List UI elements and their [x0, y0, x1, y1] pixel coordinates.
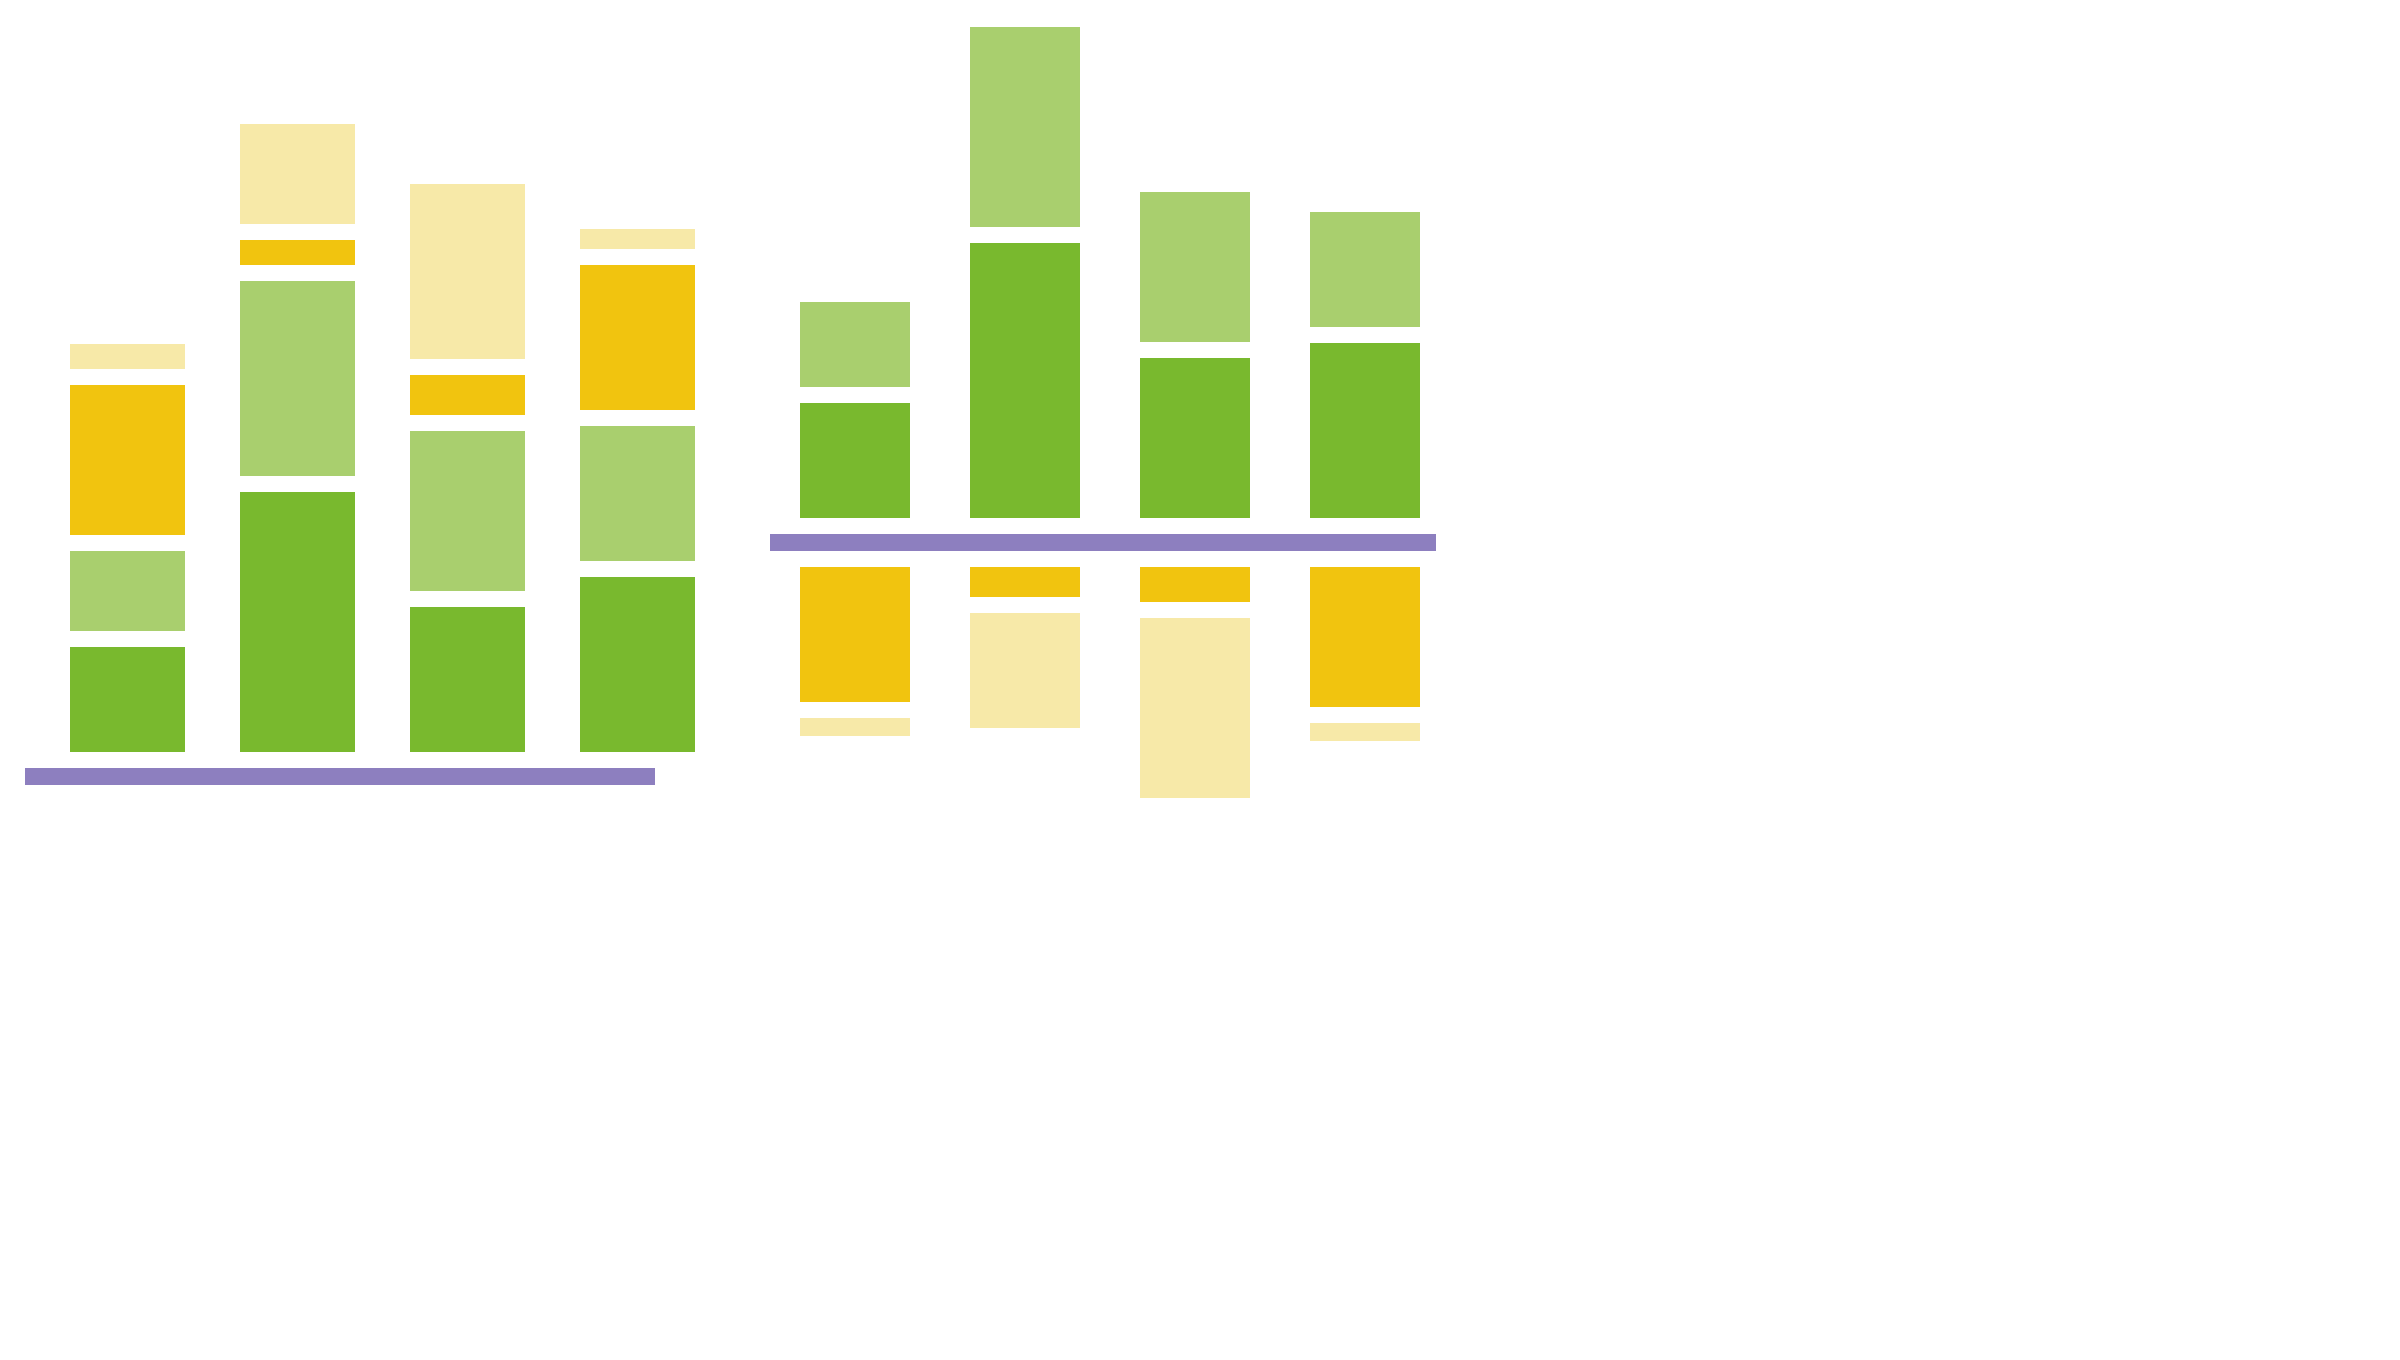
r-col-1-up-0 [970, 243, 1080, 518]
l-col-2-up-0 [410, 607, 525, 752]
r-col-3-up-0 [1310, 343, 1420, 518]
left-panel-axis [25, 768, 655, 785]
right-panel [770, 0, 1470, 864]
l-col-0-up-2 [70, 385, 185, 535]
r-col-0-down-0 [800, 567, 910, 702]
left-panel [25, 0, 725, 864]
l-col-2-up-1 [410, 431, 525, 591]
chart-canvas [0, 0, 1536, 864]
l-col-0-up-1 [70, 551, 185, 631]
l-col-1-up-3 [240, 124, 355, 224]
l-col-1-up-0 [240, 492, 355, 752]
l-col-3-up-2 [580, 265, 695, 410]
r-col-3-down-0 [1310, 567, 1420, 707]
l-col-2-up-2 [410, 375, 525, 415]
right-panel-axis [770, 534, 1436, 551]
l-col-1-up-1 [240, 281, 355, 476]
r-col-0-up-0 [800, 403, 910, 518]
l-col-2-up-3 [410, 184, 525, 359]
r-col-2-up-1 [1140, 192, 1250, 342]
l-col-3-up-3 [580, 229, 695, 249]
r-col-2-down-1 [1140, 618, 1250, 798]
l-col-3-up-1 [580, 426, 695, 561]
r-col-1-down-0 [970, 567, 1080, 597]
l-col-0-up-3 [70, 344, 185, 369]
l-col-0-up-0 [70, 647, 185, 752]
r-col-0-up-1 [800, 302, 910, 387]
r-col-0-down-1 [800, 718, 910, 736]
r-col-3-up-1 [1310, 212, 1420, 327]
l-col-1-up-2 [240, 240, 355, 265]
r-col-2-down-0 [1140, 567, 1250, 602]
l-col-3-up-0 [580, 577, 695, 752]
r-col-1-up-1 [970, 27, 1080, 227]
r-col-3-down-1 [1310, 723, 1420, 741]
r-col-2-up-0 [1140, 358, 1250, 518]
r-col-1-down-1 [970, 613, 1080, 728]
